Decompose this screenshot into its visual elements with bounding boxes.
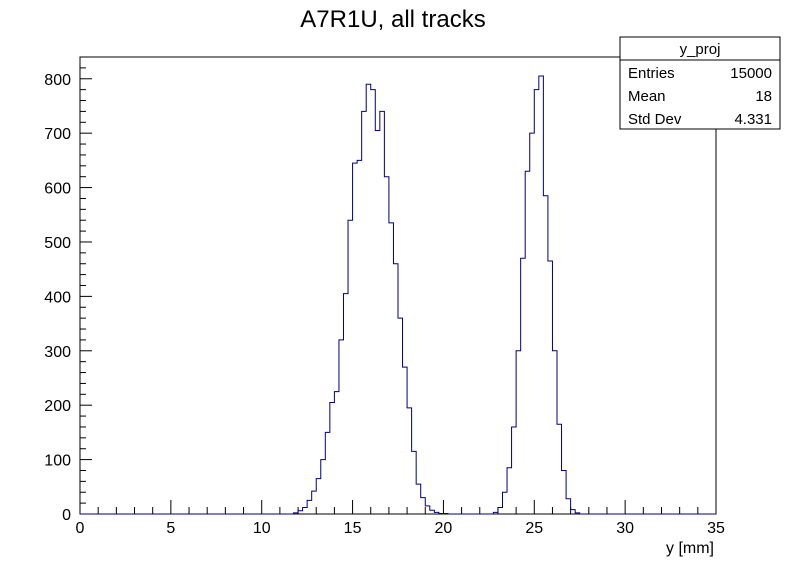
stats-label-entries: Entries [628, 65, 675, 82]
x-tick-label: 35 [707, 520, 725, 537]
x-tick-label: 10 [253, 520, 271, 537]
x-tick-label: 0 [76, 520, 85, 537]
stats-box: y_proj Entries 15000 Mean 18 Std Dev 4.3… [619, 36, 781, 130]
stats-box-frame [619, 36, 781, 130]
x-tick-label: 15 [344, 520, 362, 537]
stats-value-mean: 18 [755, 88, 772, 105]
stats-value-entries: 15000 [730, 65, 772, 82]
histogram-series-line [80, 75, 716, 515]
x-tick-label: 30 [616, 520, 634, 537]
y-tick-label: 200 [44, 398, 71, 415]
y-tick-label: 400 [44, 289, 71, 306]
chart-title: A7R1U, all tracks [300, 6, 485, 33]
x-tick-label: 20 [435, 520, 453, 537]
y-tick-label: 300 [44, 344, 71, 361]
y-tick-label: 800 [44, 72, 71, 89]
y-axis: 0 100 200 300 400 500 600 700 800 [44, 56, 92, 524]
x-axis-label: y [mm] [666, 540, 714, 557]
y-tick-label: 600 [44, 181, 71, 198]
stats-label-mean: Mean [628, 88, 666, 105]
y-tick-label: 500 [44, 235, 71, 252]
x-tick-label: 25 [525, 520, 543, 537]
stats-value-stddev: 4.331 [734, 111, 772, 128]
y-tick-label: 0 [62, 507, 71, 524]
x-axis: 0 5 10 15 20 25 30 35 [76, 500, 725, 537]
stats-box-title: y_proj [680, 41, 721, 58]
y-tick-label: 100 [44, 453, 71, 470]
stats-label-stddev: Std Dev [628, 111, 682, 128]
x-tick-label: 5 [166, 520, 175, 537]
y-tick-label: 700 [44, 126, 71, 143]
